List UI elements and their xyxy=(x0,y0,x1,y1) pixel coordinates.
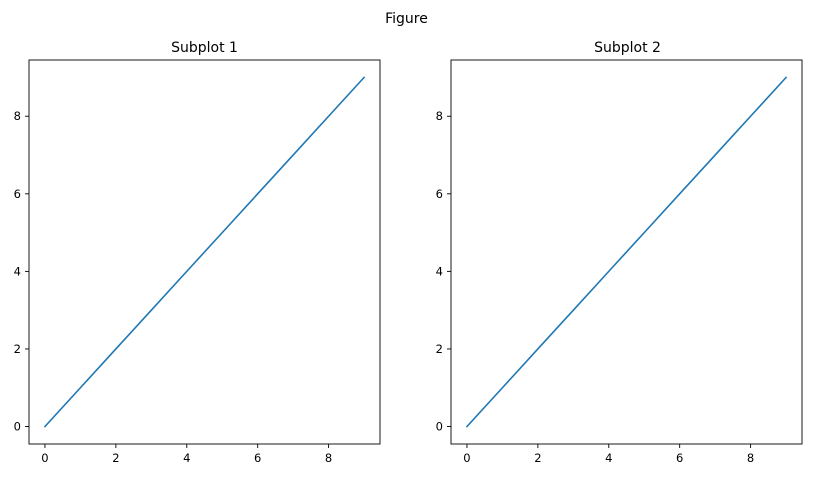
subplot-1-y-tick-label-0: 0 xyxy=(14,420,21,434)
subplot-2-x-tick-label-4: 4 xyxy=(605,451,612,465)
subplot-2-title: Subplot 2 xyxy=(594,40,661,56)
subplot-1-axes-frame xyxy=(28,59,381,445)
subplot-1-x-tick-label-0: 0 xyxy=(41,451,48,465)
subplot-1-x-tick-label-2: 2 xyxy=(112,451,119,465)
subplot-1: Subplot 1 0 2 4 6 8 0 2 4 6 8 xyxy=(14,40,381,465)
subplot-2-x-tick-label-0: 0 xyxy=(463,451,470,465)
subplot-2-x-tick-label-2: 2 xyxy=(534,451,541,465)
subplot-1-y-tick-label-8: 8 xyxy=(14,109,21,123)
figure-suptitle: Figure xyxy=(385,11,428,27)
subplot-1-y-tick-label-2: 2 xyxy=(14,342,21,356)
subplot-2-axes-frame xyxy=(450,59,803,445)
subplot-2-y-tick-label-6: 6 xyxy=(436,187,443,201)
subplot-1-y-tick-label-4: 4 xyxy=(14,264,21,278)
subplot-1-x-tick-label-8: 8 xyxy=(325,451,332,465)
subplot-1-series-line-1 xyxy=(43,76,366,428)
subplot-2-series-line-1 xyxy=(465,76,788,428)
subplot-2-y-tick-label-2: 2 xyxy=(436,342,443,356)
subplot-1-title: Subplot 1 xyxy=(171,40,238,56)
subplot-2-y-tick-label-4: 4 xyxy=(436,264,443,278)
subplot-1-x-tick-label-6: 6 xyxy=(254,451,261,465)
subplot-2: Subplot 2 0 2 4 6 8 0 2 4 6 8 xyxy=(436,40,803,465)
subplot-2-x-tick-label-6: 6 xyxy=(676,451,683,465)
subplot-2-x-tick-label-8: 8 xyxy=(747,451,754,465)
subplot-1-y-tick-label-6: 6 xyxy=(14,187,21,201)
subplot-2-y-tick-label-0: 0 xyxy=(436,420,443,434)
subplot-1-x-tick-label-4: 4 xyxy=(183,451,190,465)
subplot-2-y-tick-label-8: 8 xyxy=(436,109,443,123)
